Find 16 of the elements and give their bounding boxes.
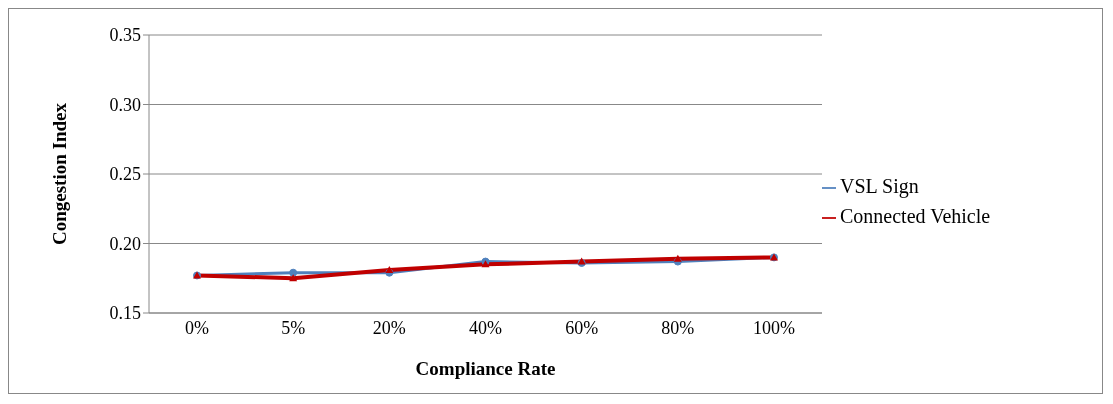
- x-tick-label: 5%: [281, 317, 306, 338]
- x-tick-label: 60%: [565, 317, 599, 338]
- legend-label: VSL Sign: [840, 175, 919, 197]
- y-tick-label: 0.30: [109, 94, 141, 115]
- y-tick-label: 0.35: [109, 25, 141, 46]
- x-tick-label: 80%: [661, 317, 695, 338]
- y-tick-label: 0.15: [109, 303, 141, 324]
- y-axis-title: Congestion Index: [48, 102, 70, 245]
- x-tick-label: 0%: [185, 317, 209, 338]
- x-axis-title: Compliance Rate: [415, 358, 556, 379]
- legend-label: Connected Vehicle: [840, 205, 991, 227]
- y-tick-label: 0.25: [109, 164, 141, 185]
- x-tick-label: 40%: [469, 317, 502, 338]
- x-tick-label: 20%: [372, 317, 406, 338]
- y-tick-label: 0.20: [109, 233, 141, 254]
- x-tick-label: 100%: [753, 317, 795, 338]
